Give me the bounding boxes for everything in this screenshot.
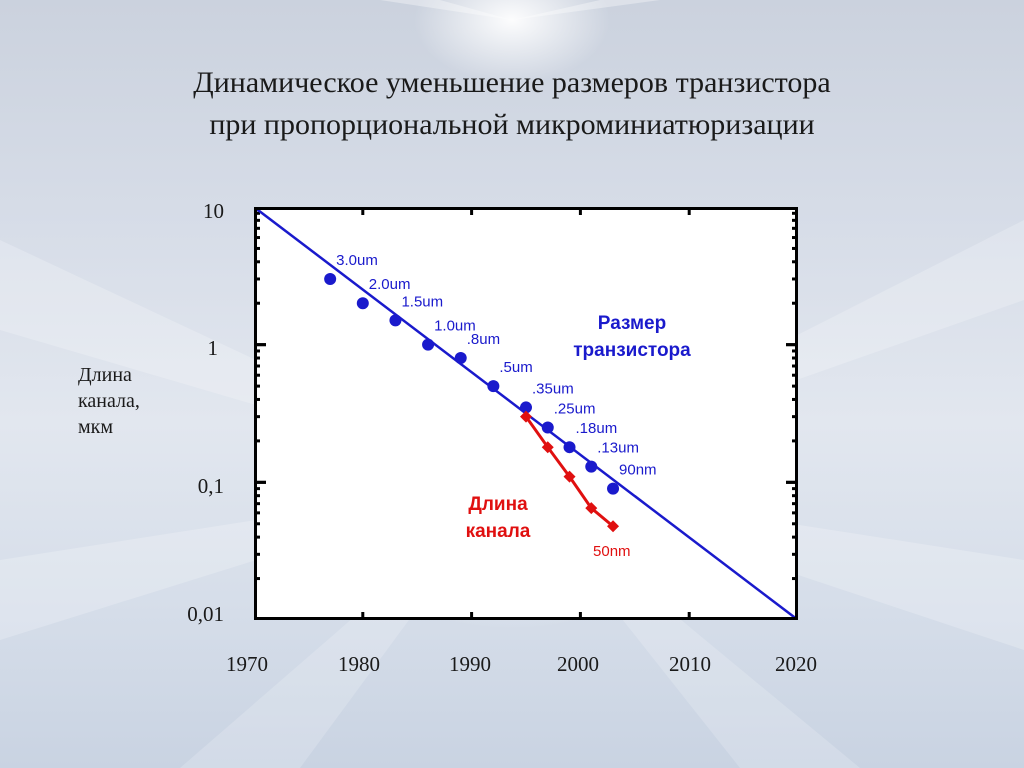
transistor-size-label: .25um (554, 401, 596, 418)
y-tick-label: 0,1 (197, 474, 224, 498)
title-line-2: при пропорциональной микроминиатюризации (209, 108, 815, 141)
y-axis-label-line-3: мкм (78, 416, 114, 438)
y-axis-label: Длина канала, мкм (78, 362, 188, 440)
transistor-size-point (585, 460, 598, 473)
x-tick-label: 2000 (557, 652, 599, 676)
channel-length-point (520, 410, 532, 423)
channel-length-point (563, 470, 576, 483)
channel-length-point (541, 441, 554, 454)
transistor-size-label: 1.0um (434, 318, 476, 335)
transistor-size-label: 3.0um (336, 252, 378, 269)
series-name-transistor-line-2: транзистора (573, 340, 691, 361)
transistor-size-point (454, 352, 467, 365)
transistor-size-point (487, 380, 500, 393)
title-line-1: Динамическое уменьшение размеров транзис… (193, 66, 831, 99)
channel-length-point (607, 520, 620, 533)
transistor-size-point (389, 314, 402, 327)
x-tick-label: 2020 (775, 652, 817, 676)
transistor-size-point (563, 441, 576, 454)
y-tick-label: 10 (203, 199, 224, 223)
series-name-channel-line-2: канала (466, 521, 531, 542)
transistor-size-label: .13um (597, 440, 639, 457)
transistor-size-label: 1.5um (401, 293, 443, 310)
series-name-channel-line-1: Длина (468, 494, 528, 515)
transistor-size-label: .8um (467, 331, 500, 348)
x-tick-label: 1970 (226, 652, 268, 676)
x-tick-label: 1990 (449, 652, 491, 676)
y-tick-label: 0,01 (187, 602, 224, 626)
transistor-size-label: 2.0um (369, 276, 411, 293)
channel-length-label: 50nm (593, 543, 631, 560)
transistor-size-point (324, 272, 337, 285)
transistor-size-label: .5um (499, 359, 532, 376)
plot-frame (254, 207, 798, 620)
x-tick-label: 2010 (669, 652, 711, 676)
transistor-size-point (356, 297, 369, 310)
transistor-size-point (520, 401, 532, 414)
transistor-size-label: .18um (576, 420, 618, 437)
y-axis-label-line-2: канала, (78, 390, 140, 412)
slide-title: Динамическое уменьшение размеров транзис… (0, 62, 1024, 146)
x-tick-label: 1980 (338, 652, 380, 676)
transistor-size-label: 90nm (619, 462, 657, 479)
channel-length-point (585, 502, 598, 515)
transistor-size-point (422, 338, 435, 351)
transistor-size-point (607, 482, 620, 495)
transistor-size-label: .35um (532, 380, 574, 397)
y-tick-label: 1 (207, 336, 219, 360)
series-points (324, 272, 620, 533)
transistor-size-point (541, 421, 554, 434)
y-axis-label-line-1: Длина (78, 364, 132, 386)
series-name-transistor-line-1: Размер (598, 313, 666, 334)
